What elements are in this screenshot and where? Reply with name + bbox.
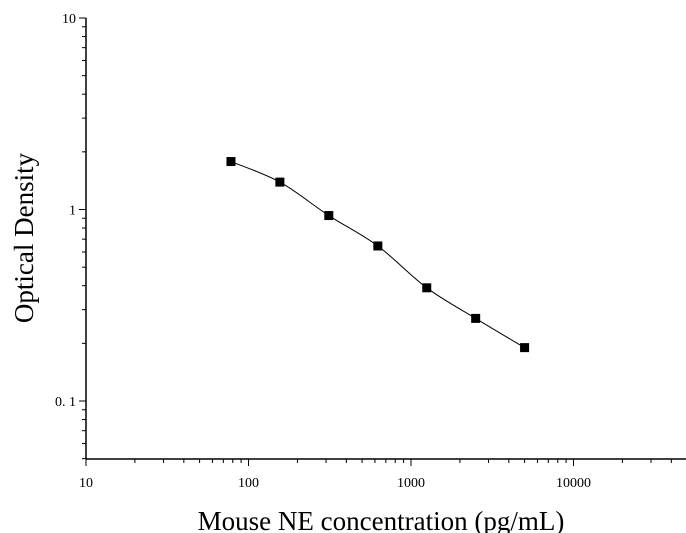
x-tick-label: 1000 bbox=[397, 476, 425, 491]
fit-curve bbox=[230, 161, 525, 349]
data-points bbox=[226, 157, 530, 353]
x-axis-ticks: 10 100 1000 10000 bbox=[79, 459, 672, 491]
data-point bbox=[324, 211, 334, 221]
data-point bbox=[520, 343, 530, 353]
plot-area bbox=[226, 157, 530, 353]
x-tick-label: 10 bbox=[79, 476, 93, 491]
y-axis-title: Optical Density bbox=[9, 152, 39, 323]
y-tick-label: 0. 1 bbox=[55, 395, 76, 410]
data-point bbox=[226, 157, 236, 167]
x-tick-label: 100 bbox=[238, 476, 259, 491]
x-tick-label: 10000 bbox=[556, 476, 591, 491]
data-point bbox=[471, 313, 481, 323]
y-axis-ticks: 0. 1 1 10 bbox=[55, 12, 86, 460]
y-tick-label: 10 bbox=[62, 12, 76, 27]
y-tick-label: 1 bbox=[69, 204, 76, 219]
data-point bbox=[373, 241, 383, 251]
data-point bbox=[422, 283, 432, 293]
data-point bbox=[275, 177, 285, 187]
x-axis-title: Mouse NE concentration (pg/mL) bbox=[198, 506, 565, 533]
